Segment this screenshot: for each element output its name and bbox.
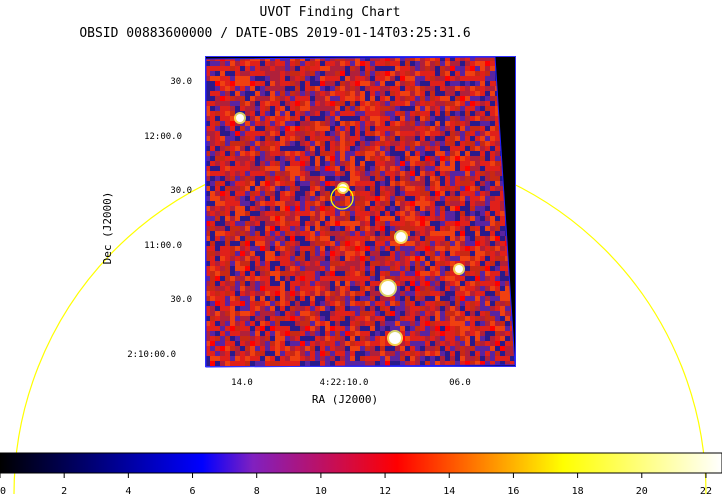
y-tick-label: 30.0: [170, 77, 192, 87]
x-tick-label: 14.0: [231, 378, 253, 388]
star-source: [339, 184, 347, 192]
colorbar: [0, 452, 722, 474]
colorbar-tick-label: 16: [507, 486, 519, 494]
target-marker-circle: [330, 186, 354, 210]
colorbar-tick-label: 20: [636, 486, 648, 494]
chart-subtitle: OBSID 00883600000 / DATE-OBS 2019-01-14T…: [79, 26, 470, 41]
star-source: [381, 281, 395, 295]
x-tick-label: 06.0: [449, 378, 471, 388]
chart-title: UVOT Finding Chart: [260, 5, 401, 20]
colorbar-tick-label: 12: [379, 486, 391, 494]
x-tick-label: 4:22:10.0: [320, 378, 369, 388]
x-axis-label: RA (J2000): [312, 393, 378, 406]
colorbar-tick-label: 18: [572, 486, 584, 494]
sky-image: [205, 56, 516, 368]
star-source: [455, 265, 463, 273]
y-tick-label: 2:10:00.0: [127, 350, 176, 360]
image-frame: [205, 56, 516, 367]
colorbar-tick-label: 0: [0, 486, 6, 494]
colorbar-tick-label: 4: [125, 486, 131, 494]
y-tick-label: 11:00.0: [144, 241, 182, 251]
colorbar-tick-label: 8: [254, 486, 260, 494]
y-tick-label: 30.0: [170, 295, 192, 305]
y-axis-label: Dec (J2000): [101, 192, 114, 265]
star-source: [389, 332, 401, 344]
colorbar-tick-label: 6: [190, 486, 196, 494]
colorbar-tick-label: 14: [443, 486, 455, 494]
star-source: [396, 232, 406, 242]
y-tick-label: 30.0: [170, 186, 192, 196]
colorbar-tick-label: 10: [315, 486, 327, 494]
y-tick-label: 12:00.0: [144, 132, 182, 142]
colorbar-tick-label: 22: [700, 486, 712, 494]
colorbar-tick-label: 2: [61, 486, 67, 494]
star-source: [236, 114, 244, 122]
